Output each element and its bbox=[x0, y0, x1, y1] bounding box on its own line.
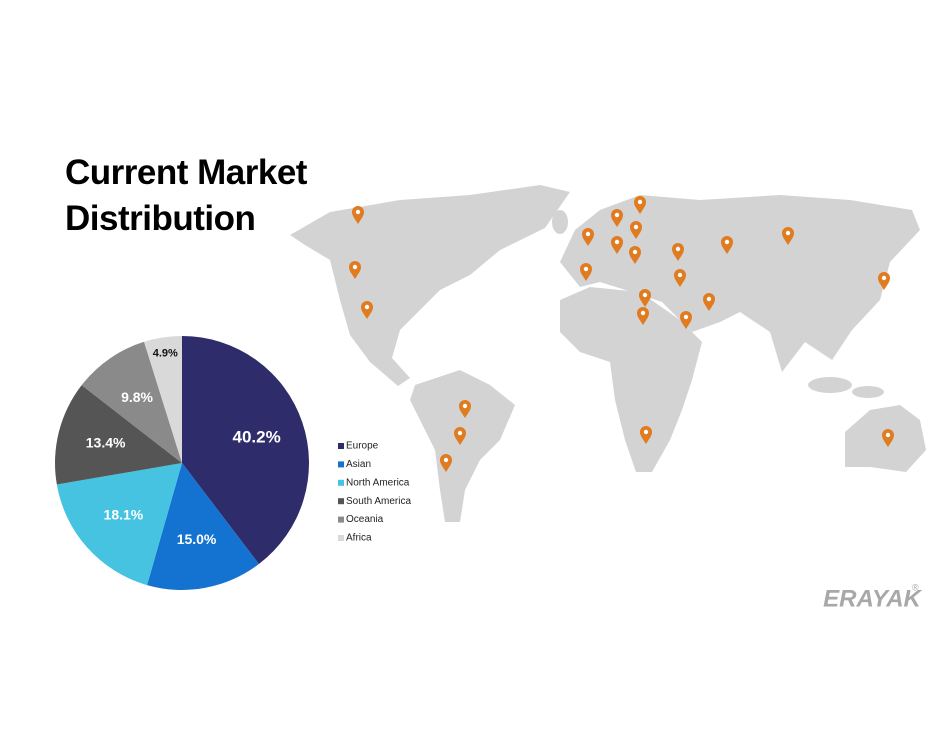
map-pin-dot bbox=[706, 296, 712, 302]
map-pin bbox=[680, 311, 692, 329]
world-map bbox=[290, 185, 926, 522]
map-pin bbox=[580, 263, 592, 281]
map-pin bbox=[454, 427, 466, 445]
pie-slice bbox=[144, 336, 182, 463]
map-pin-dot bbox=[885, 432, 891, 438]
map-pin bbox=[721, 236, 733, 254]
map-pin-dot bbox=[632, 249, 638, 255]
data-label: 40.2% bbox=[233, 427, 281, 446]
map-pin-dot bbox=[364, 304, 370, 310]
map-pin bbox=[640, 426, 652, 444]
map-pin bbox=[459, 400, 471, 418]
chart-title: Current Market Distribution bbox=[65, 153, 307, 238]
legend-swatch bbox=[338, 479, 344, 486]
pie-slice bbox=[182, 336, 309, 565]
map-pin bbox=[878, 272, 890, 290]
map-pin-dot bbox=[642, 292, 648, 298]
map-pin bbox=[639, 289, 651, 307]
brand-name: ERAYAK bbox=[823, 585, 922, 612]
map-pin bbox=[634, 196, 646, 214]
brand-logo: ERAYAK ® bbox=[823, 582, 922, 612]
data-label: 9.8% bbox=[121, 389, 153, 405]
brand-mark: ® bbox=[912, 582, 919, 592]
map-pin-dot bbox=[677, 272, 683, 278]
pie-slice bbox=[56, 463, 182, 586]
legend-label: Oceania bbox=[346, 514, 384, 525]
map-pin bbox=[630, 221, 642, 239]
map-pin bbox=[349, 261, 361, 279]
legend-label: North America bbox=[346, 477, 410, 488]
map-pin-dot bbox=[352, 264, 358, 270]
map-pin-dot bbox=[785, 230, 791, 236]
map-pin-dot bbox=[614, 239, 620, 245]
map-pin-dot bbox=[355, 209, 361, 215]
map-pin bbox=[361, 301, 373, 319]
data-label: 4.9% bbox=[153, 348, 178, 360]
map-pin-dot bbox=[443, 457, 449, 463]
map-pin bbox=[611, 236, 623, 254]
legend-swatch bbox=[338, 443, 344, 449]
map-pin-dot bbox=[633, 224, 639, 230]
pie-slice bbox=[81, 341, 182, 463]
map-pin-dot bbox=[881, 275, 887, 281]
data-label: 13.4% bbox=[86, 435, 126, 451]
legend-label: Asian bbox=[346, 459, 371, 470]
map-pin-dot bbox=[462, 403, 468, 409]
map-pin bbox=[611, 209, 623, 227]
legend-swatch bbox=[338, 535, 344, 541]
map-pin-dot bbox=[643, 429, 649, 435]
map-pin bbox=[352, 206, 364, 224]
legend-label: Europe bbox=[346, 441, 379, 452]
map-pin bbox=[672, 243, 684, 261]
map-pin bbox=[703, 293, 715, 311]
pie-slice bbox=[55, 385, 182, 485]
map-pin-dot bbox=[585, 231, 591, 237]
pie-slice bbox=[147, 463, 259, 590]
map-pin-dot bbox=[683, 314, 689, 320]
map-pin-dot bbox=[637, 199, 643, 205]
legend-label: South America bbox=[346, 496, 411, 507]
legend-label: Africa bbox=[346, 533, 372, 544]
map-pin-dot bbox=[640, 310, 646, 316]
data-label: 18.1% bbox=[104, 506, 144, 522]
legend-swatch bbox=[338, 516, 344, 523]
map-pin bbox=[782, 227, 794, 245]
map-pins bbox=[349, 196, 894, 472]
map-pin bbox=[582, 228, 594, 246]
map-pin bbox=[674, 269, 686, 287]
map-pin-dot bbox=[675, 246, 681, 252]
legend-swatch bbox=[338, 498, 344, 505]
map-pin-dot bbox=[583, 266, 589, 272]
map-pin bbox=[637, 307, 649, 325]
map-pin-dot bbox=[724, 239, 730, 245]
legend-swatch bbox=[338, 461, 344, 468]
map-pin bbox=[440, 454, 452, 472]
map-pin-dot bbox=[614, 212, 620, 218]
map-pin bbox=[882, 429, 894, 447]
map-pin bbox=[629, 246, 641, 264]
data-label: 15.0% bbox=[177, 531, 217, 547]
map-pin-dot bbox=[457, 430, 463, 436]
